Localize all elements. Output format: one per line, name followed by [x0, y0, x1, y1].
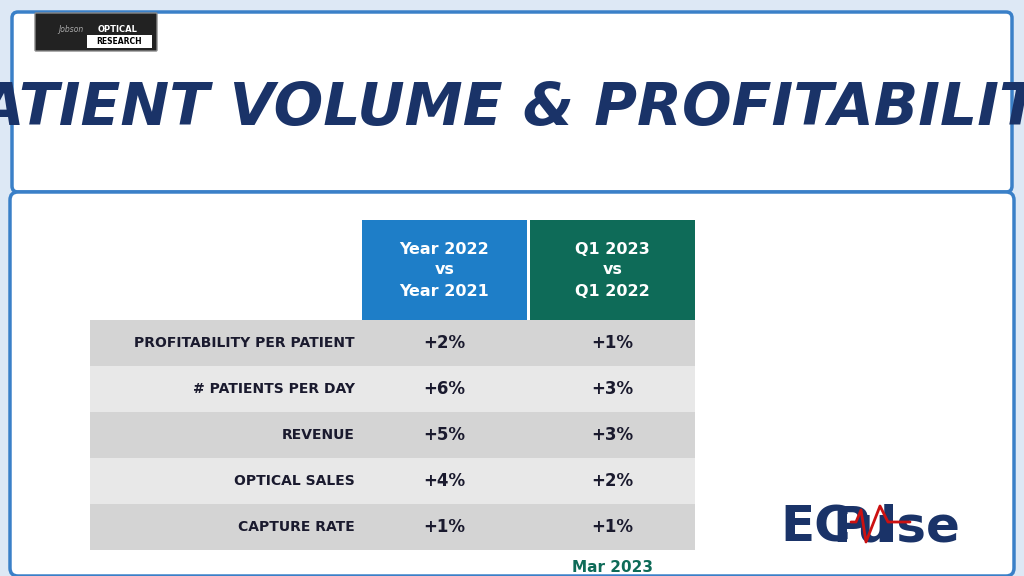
Text: EC: EC: [780, 504, 851, 552]
Text: Jobson: Jobson: [58, 25, 83, 33]
Text: CAPTURE RATE: CAPTURE RATE: [239, 520, 355, 534]
FancyBboxPatch shape: [90, 320, 695, 366]
Text: OPTICAL: OPTICAL: [98, 25, 138, 33]
Text: +3%: +3%: [592, 426, 634, 444]
Text: Mar 2023: Mar 2023: [572, 560, 653, 575]
Text: REVENUE: REVENUE: [283, 428, 355, 442]
Text: OPTICAL SALES: OPTICAL SALES: [234, 474, 355, 488]
Text: +2%: +2%: [424, 334, 466, 352]
Text: Year 2022
vs
Year 2021: Year 2022 vs Year 2021: [399, 241, 489, 298]
Text: PROFITABILITY PER PATIENT: PROFITABILITY PER PATIENT: [134, 336, 355, 350]
Text: +1%: +1%: [592, 518, 634, 536]
FancyBboxPatch shape: [87, 35, 152, 48]
Text: u: u: [856, 504, 892, 552]
Text: Q1 2023
vs
Q1 2022: Q1 2023 vs Q1 2022: [575, 241, 650, 298]
FancyBboxPatch shape: [530, 220, 695, 320]
Text: +1%: +1%: [592, 334, 634, 352]
FancyBboxPatch shape: [90, 366, 695, 412]
Text: PATIENT VOLUME & PROFITABILITY: PATIENT VOLUME & PROFITABILITY: [0, 79, 1024, 137]
Text: +2%: +2%: [592, 472, 634, 490]
Text: lse: lse: [880, 504, 961, 552]
Text: +4%: +4%: [424, 472, 466, 490]
Text: +1%: +1%: [424, 518, 466, 536]
FancyBboxPatch shape: [10, 192, 1014, 576]
FancyBboxPatch shape: [362, 220, 527, 320]
Text: RESEARCH: RESEARCH: [96, 36, 141, 46]
FancyBboxPatch shape: [90, 412, 695, 458]
Text: +6%: +6%: [424, 380, 466, 398]
FancyBboxPatch shape: [35, 13, 157, 51]
Text: # PATIENTS PER DAY: # PATIENTS PER DAY: [193, 382, 355, 396]
FancyBboxPatch shape: [90, 504, 695, 550]
FancyBboxPatch shape: [90, 458, 695, 504]
FancyBboxPatch shape: [12, 12, 1012, 192]
Text: P: P: [831, 504, 868, 552]
Text: +5%: +5%: [424, 426, 466, 444]
Text: +3%: +3%: [592, 380, 634, 398]
